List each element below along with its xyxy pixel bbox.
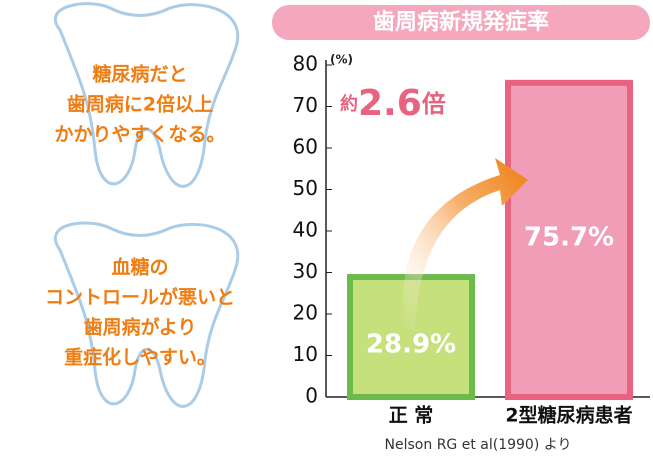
source: Nelson RG et al(1990) より — [385, 437, 572, 453]
ratio-annotation: 約2.6倍 — [340, 83, 446, 124]
page: 糖尿病だと歯周病に2倍以上かかりやすくなる。血糖のコントロールが悪いと歯周病がよ… — [0, 0, 653, 460]
note-line: 歯周病がより — [84, 316, 197, 339]
note-line: 糖尿病だと — [92, 63, 187, 86]
y-tick-label: 30 — [293, 259, 318, 283]
y-tick-label: 50 — [293, 176, 318, 200]
x-tick-label: 正 常 — [389, 404, 434, 427]
x-tick-label: 2型糖尿病患者 — [505, 404, 632, 427]
y-tick-label: 70 — [293, 93, 318, 117]
value-label: 75.7% — [524, 223, 614, 253]
note-line: かかりやすくなる。 — [54, 124, 225, 146]
note-line: 歯周病に2倍以上 — [67, 93, 213, 116]
y-tick-label: 0 — [305, 384, 318, 408]
y-tick-label: 80 — [293, 52, 318, 76]
y-tick-label: 10 — [293, 342, 318, 366]
chart-title: 歯周病新規発症率 — [373, 9, 549, 35]
note-line: コントロールが悪いと — [45, 286, 235, 309]
y-tick-label: 20 — [293, 301, 318, 325]
y-tick-label: 40 — [293, 218, 318, 242]
y-unit: (%) — [330, 53, 353, 67]
note-line: 血糖の — [111, 256, 168, 279]
y-tick-label: 60 — [293, 135, 318, 159]
note-line: 重症化しやすい。 — [64, 346, 216, 369]
value-label: 28.9% — [366, 330, 456, 360]
